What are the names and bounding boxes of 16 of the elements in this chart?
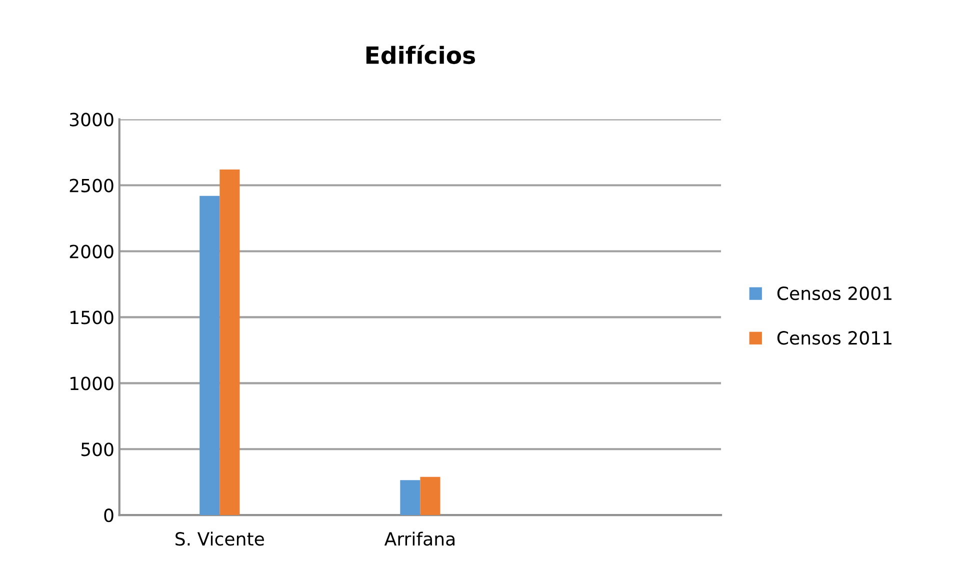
bar <box>420 476 440 516</box>
x-tick-label: S. Vicente <box>176 532 264 546</box>
y-tick-label: 2500 <box>70 178 114 192</box>
x-tick-label: Arrifana <box>384 532 454 546</box>
y-tick-label: 500 <box>81 442 114 456</box>
chart-title: Edifícios <box>366 44 476 64</box>
legend-label: Censos 2001 <box>777 286 892 300</box>
bar <box>400 480 420 516</box>
y-tick-label: 3000 <box>70 112 114 126</box>
y-tick-label: 1000 <box>70 376 114 390</box>
bar <box>200 196 220 516</box>
legend-label: Censos 2011 <box>777 331 892 345</box>
y-tick-label: 2000 <box>70 244 114 258</box>
y-tick-label: 0 <box>104 508 114 522</box>
bar <box>220 169 240 516</box>
y-tick-label: 1500 <box>70 310 114 324</box>
